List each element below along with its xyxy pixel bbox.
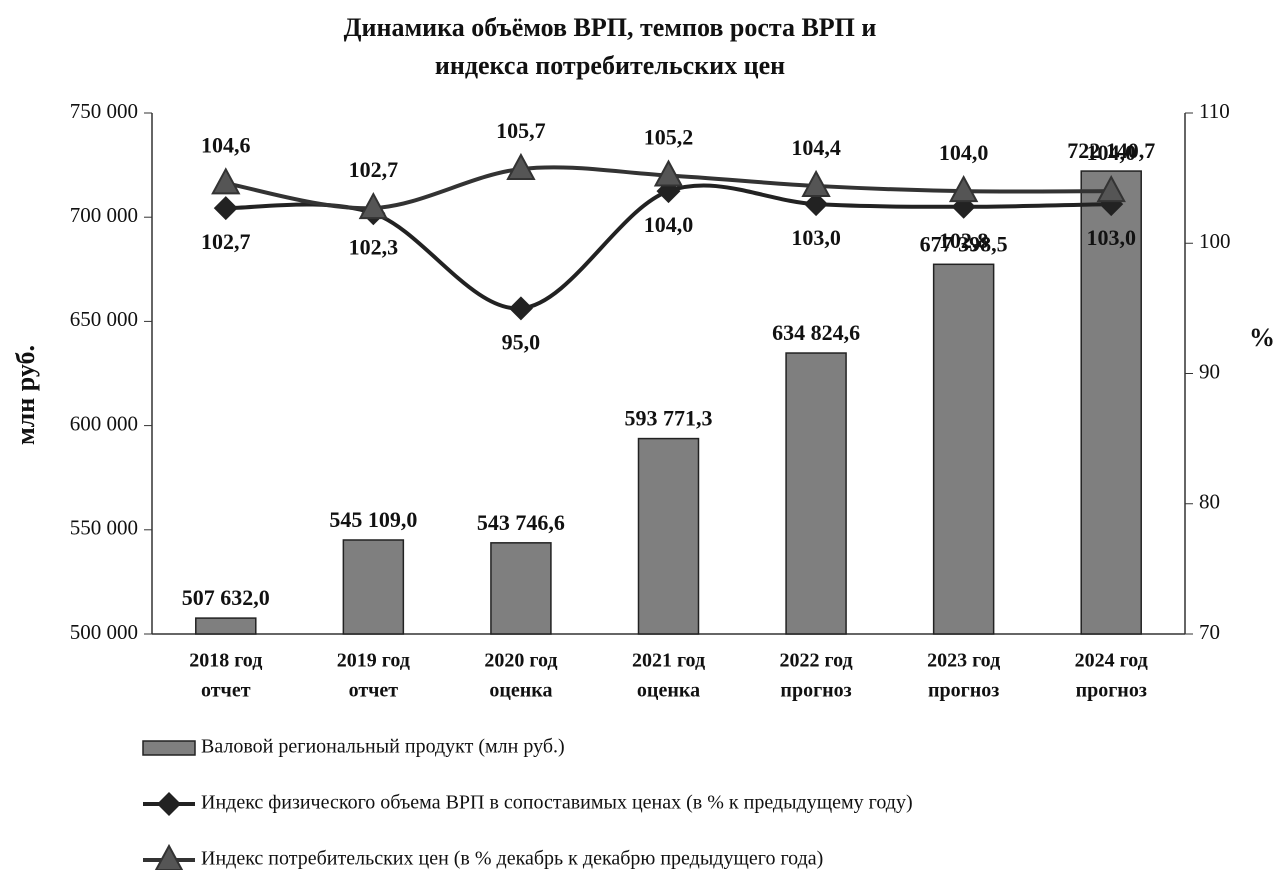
diamond-marker bbox=[213, 196, 238, 221]
legend-label: Индекс физического объема ВРП в сопостав… bbox=[201, 792, 913, 814]
bar bbox=[195, 617, 257, 635]
value-label: 102,3 bbox=[349, 234, 399, 259]
bar bbox=[785, 352, 847, 635]
value-label: 507 632,0 bbox=[182, 585, 270, 610]
x-tick-label: 2018 год bbox=[189, 650, 262, 672]
triangle-marker bbox=[358, 191, 389, 220]
value-label: 103,0 bbox=[1086, 225, 1136, 250]
y2-tick-label: 100 bbox=[1199, 229, 1231, 253]
y-tick-label: 750 000 bbox=[70, 99, 138, 123]
triangle-marker bbox=[506, 152, 536, 181]
bar bbox=[637, 437, 700, 635]
x-tick-label: 2020 год bbox=[484, 650, 557, 672]
y-tick-label: 700 000 bbox=[70, 203, 138, 227]
value-label: 95,0 bbox=[502, 329, 541, 354]
chart-title: Динамика объёмов ВРП, темпов роста ВРП и bbox=[344, 13, 877, 42]
bar bbox=[1080, 170, 1142, 635]
value-label: 102,7 bbox=[349, 157, 399, 182]
diamond-marker bbox=[157, 792, 181, 816]
value-label: 104,0 bbox=[644, 212, 694, 237]
value-label: 593 771,3 bbox=[625, 406, 713, 431]
value-label: 722 140,7 bbox=[1067, 138, 1155, 163]
y2-tick-label: 70 bbox=[1199, 620, 1220, 644]
legend-label: Валовой региональный продукт (млн руб.) bbox=[201, 736, 565, 758]
chart-title: индекса потребительских цен bbox=[435, 51, 785, 80]
bar bbox=[932, 263, 995, 635]
value-label: 105,7 bbox=[496, 118, 546, 143]
x-tick-label: прогноз bbox=[780, 680, 851, 702]
legend-label: Индекс потребительских цен (в % декабрь … bbox=[201, 848, 823, 870]
triangle-marker bbox=[948, 175, 979, 203]
x-tick-label: прогноз bbox=[928, 680, 999, 702]
value-label: 677 398,5 bbox=[920, 231, 1008, 256]
triangle-marker bbox=[211, 167, 241, 195]
y2-axis-label: % bbox=[1249, 323, 1275, 352]
value-label: 105,2 bbox=[644, 125, 694, 150]
triangle-marker bbox=[801, 169, 831, 197]
x-tick-label: оценка bbox=[489, 680, 552, 702]
x-tick-label: оценка bbox=[637, 680, 700, 702]
legend-swatch bbox=[142, 740, 196, 756]
x-tick-label: отчет bbox=[201, 680, 251, 702]
value-label: 103,0 bbox=[791, 225, 841, 250]
y-tick-label: 500 000 bbox=[70, 620, 138, 644]
x-tick-label: прогноз bbox=[1076, 680, 1147, 702]
value-label: 104,4 bbox=[791, 135, 841, 160]
value-label: 104,6 bbox=[201, 132, 251, 157]
y-tick-label: 600 000 bbox=[70, 411, 138, 435]
diamond-marker bbox=[804, 192, 829, 217]
bar bbox=[342, 539, 405, 635]
value-label: 543 746,6 bbox=[477, 510, 565, 535]
triangle-marker bbox=[154, 843, 184, 870]
value-label: 102,7 bbox=[201, 229, 251, 254]
y2-tick-label: 90 bbox=[1199, 359, 1220, 383]
y-tick-label: 550 000 bbox=[70, 516, 138, 540]
x-tick-label: 2022 год bbox=[780, 650, 853, 672]
value-label: 634 824,6 bbox=[772, 320, 860, 345]
y2-tick-label: 110 bbox=[1199, 99, 1230, 123]
value-label: 104,0 bbox=[1086, 140, 1136, 165]
value-label: 104,0 bbox=[939, 140, 989, 165]
value-label: 545 109,0 bbox=[329, 507, 417, 532]
y-axis-label: млн руб. bbox=[11, 345, 40, 445]
triangle-marker bbox=[653, 159, 684, 187]
x-tick-label: 2021 год bbox=[632, 650, 705, 672]
x-tick-label: отчет bbox=[349, 680, 399, 702]
value-label: 102,8 bbox=[939, 228, 989, 253]
diamond-marker bbox=[508, 296, 533, 321]
x-tick-label: 2023 год bbox=[927, 650, 1000, 672]
y-tick-label: 650 000 bbox=[70, 307, 138, 331]
x-tick-label: 2019 год bbox=[337, 650, 410, 672]
bar bbox=[490, 542, 552, 635]
triangle-marker bbox=[1096, 175, 1126, 203]
x-tick-label: 2024 год bbox=[1075, 650, 1148, 672]
y2-tick-label: 80 bbox=[1199, 490, 1220, 514]
